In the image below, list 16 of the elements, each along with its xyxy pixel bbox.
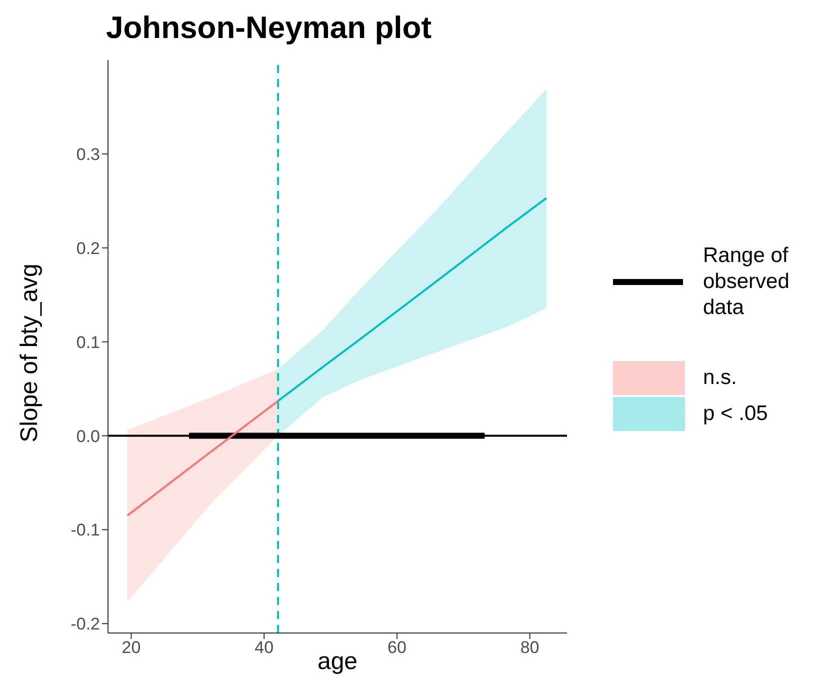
legend-label: p < .05 <box>703 402 768 426</box>
x-tick-label: 40 <box>254 638 274 658</box>
legend-label: n.s. <box>703 366 737 390</box>
x-tick-label: 80 <box>520 638 540 658</box>
y-axis-title: Slope of bty_avg <box>16 264 44 442</box>
chart-title: Johnson-Neyman plot <box>106 10 432 46</box>
legend-label: Range of observed data <box>703 243 790 321</box>
x-tick-label: 60 <box>387 638 406 658</box>
x-axis-title: age <box>317 648 358 675</box>
y-tick-label: 0.3 <box>76 144 100 164</box>
y-tick-label: -0.1 <box>70 520 100 540</box>
y-tick-label: 0.2 <box>76 238 100 258</box>
y-tick-label: 0.1 <box>76 332 100 352</box>
y-tick-label: 0.0 <box>76 426 100 446</box>
y-tick-label: -0.2 <box>70 614 100 634</box>
x-tick-label: 20 <box>122 638 141 658</box>
